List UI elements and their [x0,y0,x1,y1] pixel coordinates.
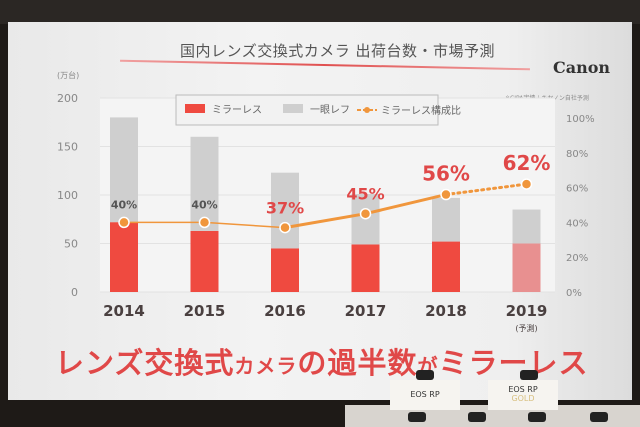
y-axis-unit: (万台) [57,71,80,80]
y2-tick-label: 100% [566,114,595,125]
bar-mirrorless-2016 [271,248,299,292]
box-label: EOS RP [508,385,538,394]
bar-dslr-2018 [432,197,460,242]
ratio-line-segment [444,182,528,197]
headline: レンズ交換式カメラの過半数がミラーレス [55,340,588,382]
headline-part: カメラ [234,354,298,378]
y2-tick-label: 0% [566,288,582,299]
camera [408,412,426,422]
bar-dslr-2019 [512,209,541,244]
box-label: EOS RP [410,390,440,399]
y-tick-label: 100 [57,189,78,202]
ratio-label: 62% [503,151,551,175]
legend-marker-ratio [364,107,370,113]
x-tick-label: 2014 [103,302,145,320]
headline-part: ミラーレス [438,346,589,380]
camera [528,412,546,422]
y-tick-label: 50 [64,238,78,251]
camera [520,370,538,380]
box-sublabel: GOLD [511,394,535,403]
x-tick-label: 2019 [506,302,548,320]
ratio-point [198,216,211,229]
ratio-label: 40% [111,198,137,211]
legend-box [175,94,439,126]
y-tick-label: 200 [57,92,78,105]
headline-part: 過半数 [327,346,418,380]
legend-label: 一眼レフ [310,104,350,116]
display-box-eos-rp-gold: EOS RP GOLD [488,380,558,410]
bar-mirrorless-2017 [351,244,380,292]
camera [416,370,434,380]
legend-label: ミラーレス [212,104,262,116]
headline-part: レンズ交換式 [55,346,235,380]
ratio-label: 45% [346,185,384,204]
camera [468,412,486,422]
y2-tick-label: 60% [566,184,588,195]
display-box-eos-rp: EOS RP [390,380,460,410]
canon-logo: Canon [553,58,611,77]
ratio-label: 37% [266,199,304,218]
legend-swatch-mirrorless [185,104,205,113]
ratio-label: 56% [422,162,470,186]
ratio-point [359,207,372,220]
ratio-point [520,178,533,190]
bar-dslr-2015 [190,136,219,231]
ratio-point [118,216,130,229]
ratio-point [279,221,291,234]
bar-mirrorless-2019 [512,243,541,292]
ratio-point [440,188,452,201]
y-tick-label: 150 [57,141,78,154]
y-tick-label: 0 [71,286,78,299]
bar-mirrorless-2014 [110,222,138,292]
x-tick-label: 2018 [425,302,467,320]
camera [590,412,608,422]
y2-tick-label: 80% [566,149,588,160]
y2-tick-label: 40% [566,218,588,229]
legend-label: ミラーレス構成比 [381,104,461,117]
ceiling [0,0,640,24]
legend-swatch-dslr [283,104,303,113]
y2-tick-label: 20% [566,253,588,264]
bar-dslr-2016 [271,172,299,249]
bar-mirrorless-2018 [432,241,460,292]
x-tick-label: 2017 [345,302,387,320]
ratio-line-segment [283,212,367,230]
bar-dslr-2014 [110,117,138,223]
x-tick-label: 2016 [264,302,306,320]
headline-part: の [297,346,328,380]
ratio-label: 40% [191,198,217,211]
ratio-line-segment [203,221,286,229]
bar-mirrorless-2015 [190,230,219,292]
ratio-line-segment [364,193,448,216]
x-tick-label: 2015 [184,302,226,320]
x-tick-sublabel: (予測) [515,323,537,333]
slide-title: 国内レンズ交換式カメラ 出荷台数・市場予測 [180,42,495,60]
